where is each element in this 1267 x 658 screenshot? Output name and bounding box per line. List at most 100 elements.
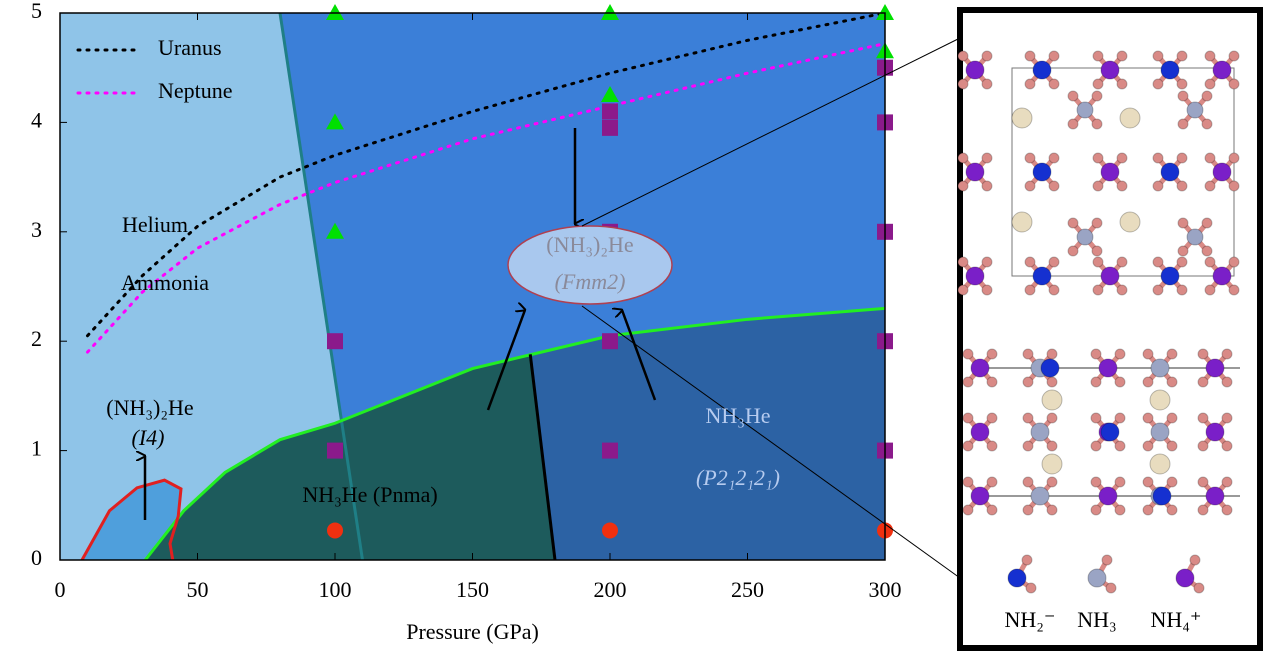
data-point — [326, 113, 344, 130]
atom — [1067, 217, 1079, 229]
phase-label: (I4) — [132, 425, 165, 450]
atom — [1221, 440, 1233, 452]
atom — [1142, 376, 1154, 388]
atom — [1091, 245, 1103, 257]
legend-label: Neptune — [158, 78, 233, 103]
atom — [1022, 504, 1034, 516]
x-tick-label: 150 — [456, 577, 489, 602]
atom — [1177, 217, 1189, 229]
atom — [1116, 284, 1128, 296]
atom — [1032, 162, 1052, 182]
atom — [1142, 504, 1154, 516]
atom — [1105, 582, 1117, 594]
atom — [1022, 440, 1034, 452]
atom — [1193, 582, 1205, 594]
atom — [1197, 476, 1209, 488]
atom — [1228, 256, 1240, 268]
atom — [970, 422, 990, 442]
atom — [1090, 412, 1102, 424]
atom — [1205, 358, 1225, 378]
atom — [1022, 412, 1034, 424]
atom — [1152, 284, 1164, 296]
atom — [1100, 422, 1120, 442]
atom — [1176, 284, 1188, 296]
atom — [1046, 440, 1058, 452]
atom — [1090, 476, 1102, 488]
atom — [1197, 348, 1209, 360]
atom — [1030, 422, 1050, 442]
data-point — [876, 4, 894, 20]
atom — [1092, 284, 1104, 296]
atom — [1114, 440, 1126, 452]
atom — [1024, 256, 1036, 268]
atom — [1091, 118, 1103, 130]
phase-boundary — [278, 13, 364, 560]
atom — [1176, 180, 1188, 192]
structure-inset: NH₂⁻ NH₃ NH₄⁺ — [957, 7, 1263, 651]
x-tick-label: 300 — [869, 577, 902, 602]
atom — [1092, 50, 1104, 62]
atom — [1152, 78, 1164, 90]
atom — [1067, 245, 1079, 257]
phase-label: Ammonia — [121, 270, 209, 295]
atom — [965, 266, 985, 286]
atom — [1087, 568, 1107, 588]
atom — [1204, 50, 1216, 62]
atom — [986, 504, 998, 516]
atom — [1022, 348, 1034, 360]
atom — [1024, 180, 1036, 192]
species-label: NH₂⁻ — [1004, 607, 1055, 632]
atom — [970, 486, 990, 506]
atom — [1177, 90, 1189, 102]
atom — [1092, 78, 1104, 90]
atom — [1228, 50, 1240, 62]
atom — [1116, 256, 1128, 268]
atom — [1092, 180, 1104, 192]
atom — [1166, 504, 1178, 516]
atom — [981, 284, 993, 296]
atom — [1150, 358, 1170, 378]
atom — [981, 78, 993, 90]
atom — [1116, 50, 1128, 62]
atom — [1160, 266, 1180, 286]
data-point — [601, 4, 619, 20]
atom — [986, 348, 998, 360]
data-point — [602, 119, 618, 136]
atom — [1091, 90, 1103, 102]
atom — [957, 256, 969, 268]
atom — [965, 60, 985, 80]
atom — [1201, 245, 1213, 257]
data-point — [602, 103, 618, 120]
atom — [1160, 60, 1180, 80]
atom — [1221, 348, 1233, 360]
atom — [1166, 440, 1178, 452]
data-point — [602, 333, 618, 350]
atom — [1046, 476, 1058, 488]
atom — [1197, 376, 1209, 388]
atom — [1166, 376, 1178, 388]
atom — [1204, 256, 1216, 268]
atom — [1116, 180, 1128, 192]
unit-cell — [1011, 67, 1235, 277]
atom — [1221, 476, 1233, 488]
atom — [1212, 60, 1232, 80]
atom — [1041, 453, 1063, 475]
atom — [1114, 348, 1126, 360]
atom — [1048, 284, 1060, 296]
atom — [1048, 180, 1060, 192]
y-tick-label: 3 — [31, 217, 42, 242]
atom — [1221, 504, 1233, 516]
atom — [981, 180, 993, 192]
atom — [1048, 152, 1060, 164]
atom — [1090, 504, 1102, 516]
atom — [1142, 348, 1154, 360]
y-tick-label: 0 — [31, 545, 42, 570]
phase-label: NH₃He (Pnma) — [302, 482, 437, 507]
connector — [581, 37, 961, 227]
atom — [1197, 412, 1209, 424]
atom — [1032, 60, 1052, 80]
atom — [1212, 162, 1232, 182]
species-label: NH₃ — [1077, 607, 1116, 632]
arrow — [622, 310, 657, 401]
